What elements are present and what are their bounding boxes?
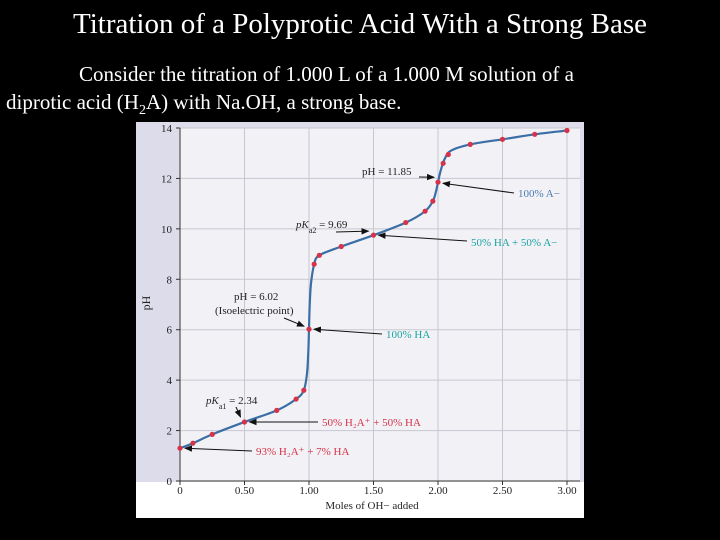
- intro-line-1: Consider the titration of 1.000 L of a 1…: [79, 62, 574, 86]
- x-tick-label: 3.00: [557, 485, 577, 497]
- titration-figure: 0 0.50 1.00 1.50 2.00 2.50 3.00 0 2 4 6 8 10 12 14 pH …: [136, 122, 584, 518]
- y-tick-label: 14: [161, 123, 173, 135]
- arrow-100-ha: [313, 326, 383, 335]
- arrow-93-h2a-7-ha: [184, 445, 253, 452]
- data-point: [467, 141, 473, 147]
- annotation-pka1: pKa1 = 2.34: [205, 395, 258, 411]
- x-tick-label: 0: [177, 485, 183, 497]
- y-tick-label: 8: [167, 274, 173, 286]
- data-point: [422, 208, 428, 214]
- x-tick-label: 0.50: [235, 485, 255, 497]
- y-tick-label: 4: [167, 375, 173, 387]
- annotation-50-h2a-50-ha: 50% H₂A⁺ + 50% HA: [322, 417, 421, 429]
- x-axis-label: Moles of OH− added: [325, 500, 419, 512]
- x-tick-label: 2.00: [428, 485, 448, 497]
- annotation-50-ha-50-a: 50% HA + 50% A−: [471, 237, 557, 249]
- data-point: [177, 445, 183, 451]
- slide-intro: Consider the titration of 1.000 L of a 1…: [6, 60, 706, 119]
- data-point: [403, 219, 409, 226]
- data-point: [209, 431, 215, 437]
- data-point: [301, 387, 307, 393]
- data-point: [499, 136, 506, 142]
- data-point: [306, 326, 312, 332]
- data-point: [190, 440, 196, 446]
- data-point: [311, 261, 317, 267]
- arrow-50-ha-50-a: [377, 232, 468, 242]
- annotation-100-ha: 100% HA: [386, 329, 430, 341]
- titration-chart: 0 0.50 1.00 1.50 2.00 2.50 3.00 0 2 4 6 8 10 12 14 pH …: [136, 122, 584, 518]
- xaxis-band: [136, 482, 584, 518]
- annotation-isoelectric-label: (Isoelectric point): [215, 305, 294, 317]
- data-point: [435, 179, 441, 185]
- axes: [176, 127, 580, 485]
- data-point: [440, 160, 446, 166]
- arrow-isoelectric: [283, 317, 305, 327]
- data-point: [370, 232, 377, 238]
- data-point: [532, 131, 538, 137]
- arrow-pka2: [335, 228, 370, 235]
- x-tick-label: 2.50: [493, 485, 513, 497]
- y-axis-label: pH: [139, 295, 153, 310]
- tick-labels: 0 0.50 1.00 1.50 2.00 2.50 3.00 0 2 4 6 8 10 12 14: [161, 123, 577, 497]
- intro-line-2: diprotic acid (H2A) with Na.OH, a strong…: [6, 88, 706, 119]
- annotation-isoelectric-ph: pH = 6.02: [234, 291, 278, 303]
- data-point: [564, 127, 570, 134]
- data-point: [445, 151, 451, 158]
- y-tick-label: 2: [167, 426, 173, 438]
- data-point: [274, 407, 280, 413]
- annotation-ph-11-85: pH = 11.85: [362, 166, 412, 178]
- arrow-100-a-minus: [442, 180, 515, 194]
- x-tick-label: 1.00: [299, 485, 319, 497]
- data-point: [293, 396, 299, 402]
- intro-subscript: 2: [138, 103, 146, 119]
- slide-title: Titration of a Polyprotic Acid With a St…: [73, 8, 647, 40]
- data-points: [177, 127, 570, 451]
- x-tick-label: 1.50: [364, 485, 384, 497]
- y-tick-label: 6: [167, 325, 173, 337]
- data-point: [241, 419, 248, 425]
- y-tick-label: 0: [167, 476, 173, 488]
- grid: [180, 127, 580, 481]
- annotation-93-h2a-7-ha: 93% H₂A⁺ + 7% HA: [256, 446, 350, 458]
- y-tick-label: 10: [161, 224, 173, 236]
- y-tick-label: 12: [161, 173, 172, 185]
- annotations: pH = 11.85 100% A− pKa2 = 9.69 50% HA + 50%…: [184, 166, 560, 458]
- data-point: [430, 198, 436, 204]
- intro-line-2-a: diprotic acid (H: [6, 90, 139, 114]
- annotation-pka2: pKa2 = 9.69: [295, 219, 348, 235]
- data-point: [316, 252, 322, 258]
- data-point: [338, 243, 344, 250]
- annotation-100-a-minus: 100% A−: [518, 188, 560, 200]
- intro-line-2-b: A) with Na.OH, a strong base.: [145, 90, 402, 114]
- arrow-pka1: [234, 406, 241, 418]
